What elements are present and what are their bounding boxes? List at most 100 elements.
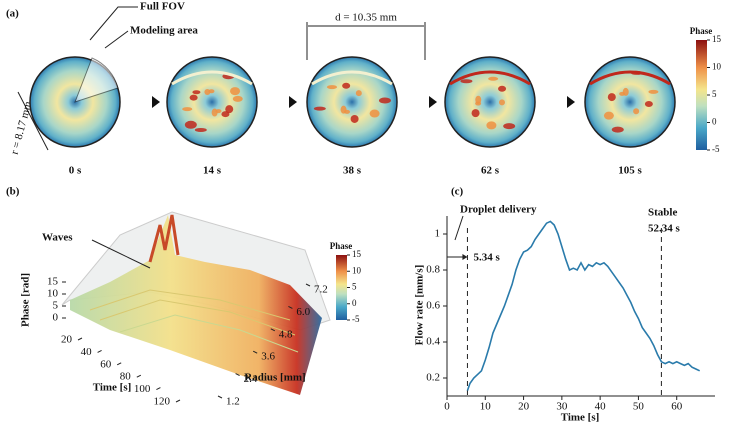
y-tick-label: 0.8 [426, 264, 440, 276]
tick [116, 362, 122, 366]
annotation: Waves [42, 232, 73, 244]
y-tick-label: 0.2 [426, 372, 440, 384]
phase-feature [488, 76, 499, 81]
callout: Modeling area [130, 25, 198, 37]
y-tick-label: 1.2 [226, 396, 240, 408]
y-tick-label: 3.6 [261, 351, 275, 363]
tick [217, 395, 223, 399]
arrow [567, 96, 575, 108]
surface-ridge [148, 214, 180, 263]
annotation: Stable [648, 207, 677, 219]
frame-label: 0 s [69, 165, 82, 177]
line-chart: 0 10 20 30 40 50 60 0.2 0.4 0.6 0.8 1 Droplet delive… [426, 204, 715, 413]
colorbar-gradient [336, 255, 347, 320]
annotation: Droplet delivery [460, 204, 537, 216]
phase-feature [471, 109, 480, 118]
phase-feature [475, 95, 482, 104]
arrow [152, 96, 160, 108]
phase-feature [355, 90, 362, 97]
axis-label: Phase [rad] [20, 273, 32, 327]
y-tick-label: 7.2 [314, 284, 328, 296]
z-tick-label: 15 [47, 276, 59, 288]
phase-feature [221, 111, 230, 118]
x-tick-label: 100 [134, 383, 151, 395]
tick [175, 399, 181, 403]
y-tick-label: 2.4 [244, 373, 258, 385]
phase-feature [644, 100, 653, 107]
x-tick-label: 20 [518, 401, 530, 413]
tick [136, 374, 142, 378]
colorbar-tick-label: 5 [712, 89, 717, 99]
frames: 0 s 14 s 38 s 62 s 105 s [29, 56, 676, 177]
callout: Full FOV [140, 1, 185, 13]
phase-feature [498, 99, 505, 106]
phase-feature [340, 105, 347, 114]
phase-feature [232, 95, 243, 102]
y-tick-label: 0.4 [426, 336, 440, 348]
y-tick-label: 1 [435, 228, 441, 240]
phase-feature [194, 127, 207, 132]
x-tick-label: 50 [633, 401, 645, 413]
phase-feature [350, 114, 359, 123]
frame-label: 62 s [481, 165, 500, 177]
tick [156, 387, 161, 391]
x-tick-label: 40 [595, 401, 607, 413]
tick [77, 337, 83, 341]
colorbar-tick-label: -5 [352, 314, 360, 324]
colorbar-title: Phase [690, 26, 713, 36]
x-tick-label: 40 [81, 346, 93, 358]
phase-map [306, 56, 398, 148]
phase-map [584, 56, 676, 148]
y-tick-label: 4.8 [279, 328, 293, 340]
phase-arc [449, 70, 531, 86]
phase-feature [498, 85, 507, 92]
x-tick-label: 0 [444, 401, 450, 413]
dimension-line [17, 91, 49, 151]
colorbar-tick-label: 5 [352, 282, 357, 292]
callout-line [89, 6, 138, 41]
phase-arc [311, 70, 393, 86]
phase-feature [607, 93, 616, 102]
panel-label: (b) [6, 186, 20, 198]
modeling-sector [74, 57, 119, 103]
z-tick-label: 10 [47, 288, 59, 300]
y-tick-label: 6.0 [296, 306, 310, 318]
phase-feature [184, 120, 197, 129]
phase-feature [342, 82, 351, 89]
phase-feature [648, 89, 659, 94]
frame-label: 38 s [343, 165, 362, 177]
dimension-label: d = 10.35 mm [335, 12, 397, 24]
surface-wave [99, 299, 296, 336]
colorbar-title: Phase [330, 241, 353, 251]
x-tick-label: 80 [120, 371, 132, 383]
phase-feature [603, 111, 614, 120]
y-tick-label: 0.6 [426, 300, 440, 312]
colorbar-gradient [696, 40, 707, 150]
arrow [429, 96, 437, 108]
tick [288, 305, 293, 309]
x-tick-label: 60 [671, 401, 683, 413]
axis-label: Radius [mm] [244, 372, 305, 384]
phase-feature [460, 79, 473, 84]
axis-label: Flow rate [mm/s] [414, 265, 426, 346]
surface-wave [119, 314, 299, 353]
colorbar-tick-label: -5 [712, 144, 720, 154]
axis-label: Time [s] [561, 412, 600, 424]
annotation: 52.34 s [648, 223, 681, 235]
phase-feature [208, 89, 215, 94]
callout-line [104, 30, 129, 49]
z-tick-label: 5 [53, 300, 59, 312]
phase-feature [225, 105, 234, 114]
tick [305, 283, 311, 287]
callout-line [91, 239, 151, 269]
colorbar-tick-label: 10 [352, 265, 362, 275]
phase-feature [622, 87, 629, 96]
frame-label: 14 s [203, 165, 222, 177]
phase-feature [611, 126, 624, 133]
phase-feature [211, 108, 218, 117]
axis-label: Time [s] [93, 382, 132, 394]
tick [270, 328, 276, 332]
panel-label: (a) [6, 8, 19, 20]
flow-line [466, 220, 701, 391]
